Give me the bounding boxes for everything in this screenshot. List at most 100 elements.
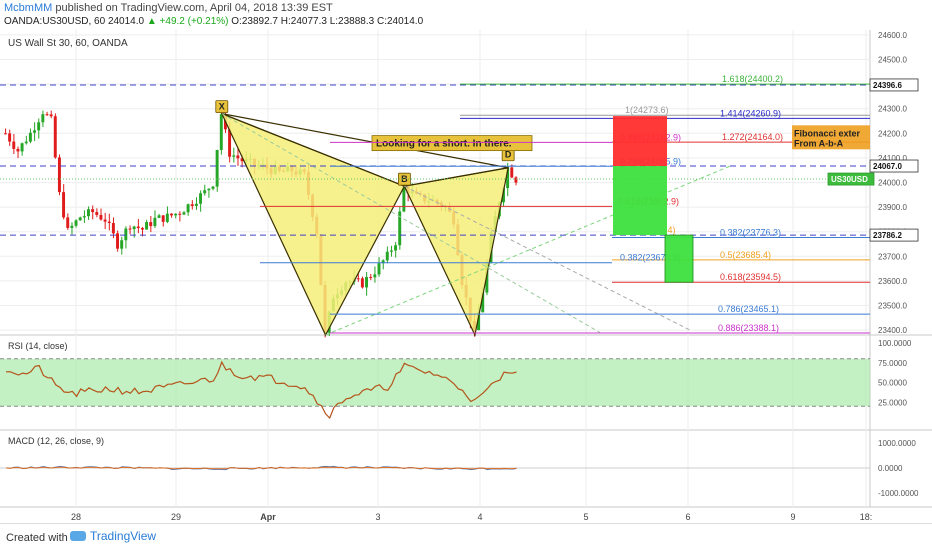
- pattern-point-label: B: [401, 174, 408, 184]
- fib-level-label: 0.382(23673.8): [620, 253, 681, 263]
- candle-up: [194, 203, 198, 207]
- candle-down: [107, 221, 111, 223]
- take-profit-box-2: [664, 234, 694, 283]
- macd-signal-line: [5, 466, 517, 470]
- candle-up: [186, 204, 190, 213]
- time-axis-tick: 28: [71, 512, 81, 522]
- price-axis-tick: 23700.0: [878, 252, 907, 261]
- price-axis-tick: 23400.0: [878, 326, 907, 335]
- candle-up: [207, 188, 211, 191]
- time-axis-tick: 5: [583, 512, 588, 522]
- symbol-label: OANDA:US30USD, 60: [4, 16, 106, 27]
- publish-line: McbmMM published on TradingView.com, Apr…: [4, 2, 333, 14]
- candle-down: [178, 213, 182, 215]
- take-profit-box: [613, 166, 667, 236]
- candle-up: [165, 213, 169, 222]
- candle-up: [398, 211, 402, 246]
- open-value: O:23892.7: [231, 16, 278, 27]
- candle-up: [481, 292, 485, 313]
- candle-up: [28, 132, 32, 142]
- price-axis-tick: 24500.0: [878, 56, 907, 65]
- chart-area[interactable]: X B D Looking for a short. In there. 1.618(2…: [0, 30, 932, 523]
- rsi-axis-tick: 25.0000: [878, 398, 907, 407]
- publish-info: published on TradingView.com, April 04, …: [55, 2, 333, 14]
- candle-up: [402, 185, 406, 212]
- annotation-text: Looking for a short. In there.: [376, 139, 512, 150]
- candle-down: [4, 133, 7, 135]
- time-axis-tick: 29: [171, 512, 181, 522]
- price-axis-tick: 23500.0: [878, 301, 907, 310]
- fib-partial-label: .4): [665, 225, 676, 235]
- candle-down: [369, 277, 373, 279]
- stop-loss-box: [613, 116, 667, 167]
- price-axis-tick: 24100.0: [878, 154, 907, 163]
- fib-extension-box: [792, 125, 870, 150]
- rsi-line: [5, 360, 517, 420]
- rsi-band: [0, 358, 870, 407]
- candle-down: [91, 209, 95, 213]
- macd-axis-tick: -1000.0000: [878, 489, 919, 498]
- macd-axis-tick: 1000.0000: [878, 439, 916, 448]
- candle-up: [82, 216, 86, 218]
- pattern-leg-xb: [221, 113, 405, 187]
- tradingview-icon: [70, 531, 86, 541]
- price-axis-tick: 23600.0: [878, 277, 907, 286]
- candle-up: [365, 277, 368, 288]
- candle-up: [153, 217, 157, 227]
- fib-level-label: 0.382(23776.3): [720, 228, 781, 238]
- author-link[interactable]: McbmMM: [4, 2, 53, 14]
- candle-down: [136, 226, 140, 229]
- pattern-leg-bd: [404, 167, 509, 187]
- candle-down: [190, 204, 194, 207]
- candle-down: [116, 233, 119, 249]
- rsi-axis-tick: 100.0000: [878, 339, 912, 348]
- candle-up: [37, 122, 41, 131]
- price-axis-tick: 23900.0: [878, 203, 907, 212]
- price-axis-tick: 24000.0: [878, 179, 907, 188]
- time-axis-tick: 4: [477, 512, 482, 522]
- tradingview-brand: TradingView: [90, 529, 157, 543]
- pattern-point-badge: [397, 172, 411, 186]
- fib-level-label: 1(24273.6): [625, 105, 669, 115]
- candle-down: [510, 167, 514, 178]
- candle-up: [373, 274, 377, 278]
- main-legend: US Wall St 30, 60, OANDA: [8, 38, 128, 49]
- rsi-axis-tick: 50.0000: [878, 379, 907, 388]
- candle-down: [8, 133, 12, 142]
- candle-down: [12, 141, 16, 149]
- candle-up: [120, 240, 124, 249]
- candle-down: [356, 278, 360, 280]
- candle-down: [360, 278, 364, 288]
- candle-down: [57, 157, 61, 193]
- candle-up: [157, 215, 161, 218]
- time-axis-tick: 9: [790, 512, 795, 522]
- candle-down: [49, 114, 53, 117]
- price-tag-label: 23786.2: [873, 231, 902, 240]
- fib-level-label: 0.786(23465.1): [718, 304, 779, 314]
- candle-up: [20, 143, 24, 152]
- candle-down: [228, 129, 232, 157]
- candle-down: [240, 158, 244, 162]
- candle-up: [377, 263, 381, 275]
- pattern-point-label: D: [505, 150, 512, 160]
- time-axis-tick: 6: [685, 512, 690, 522]
- candle-up: [389, 250, 393, 252]
- price-tag: [827, 172, 875, 186]
- candle-up: [33, 130, 36, 133]
- pattern-leg-xd: [221, 113, 509, 169]
- price-change: ▲ +49.2 (+0.21%): [146, 16, 229, 27]
- candle-down: [99, 214, 103, 220]
- candle-up: [41, 114, 45, 123]
- pattern-point-badge: [215, 100, 229, 114]
- pattern-point-label: X: [219, 102, 225, 112]
- candle-up: [174, 213, 178, 216]
- ohlc-line: OANDA:US30USD, 60 24014.0 ▲ +49.2 (+0.21…: [4, 16, 423, 27]
- tradingview-logo[interactable]: TradingView: [70, 529, 156, 543]
- price-tag: [869, 78, 919, 92]
- fib-level-label: 1.414(24260.9): [720, 108, 781, 118]
- annotation-box: [371, 135, 533, 152]
- candle-up: [381, 260, 385, 264]
- footer: Created with TradingView: [0, 523, 932, 551]
- fib-level-label: 1.272(24164.0): [722, 132, 783, 142]
